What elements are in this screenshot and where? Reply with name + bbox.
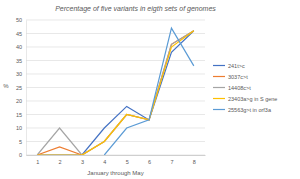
grid-line [26, 33, 205, 34]
x-tick-label: 6 [148, 159, 151, 165]
y-tick-label: 45 [16, 31, 22, 37]
series-line [37, 31, 194, 155]
y-tick: 50 [16, 17, 26, 23]
y-tick: 15 [16, 112, 26, 118]
y-tick-label: 40 [16, 44, 22, 50]
series-line [37, 31, 194, 155]
legend-swatch [213, 98, 225, 99]
legend-label: 3037c>t [228, 74, 248, 80]
legend: 241t>c 3037c>t 14408c>t 23403a>g in S gene 2… [213, 63, 277, 113]
y-tick-label: 20 [16, 98, 22, 104]
series-line [37, 31, 194, 155]
y-tick: 10 [16, 125, 26, 131]
legend-swatch [213, 87, 225, 88]
y-tick: 40 [16, 44, 26, 50]
y-tick-label: 0 [19, 152, 22, 158]
y-tick-label: 15 [16, 112, 22, 118]
grid-line [26, 20, 205, 21]
x-tick-label: 7 [170, 159, 173, 165]
grid-line [26, 60, 205, 61]
legend-swatch [213, 109, 225, 110]
x-tick: 8 [193, 155, 196, 165]
x-tick: 3 [81, 155, 84, 165]
y-tick: 5 [19, 139, 26, 145]
y-tick: 35 [16, 58, 26, 64]
lines [37, 28, 194, 155]
legend-label: 23403a>g in S gene [228, 96, 277, 102]
x-tick: 5 [126, 155, 129, 165]
x-tick-label: 4 [103, 159, 106, 165]
x-tick-label: 5 [126, 159, 129, 165]
y-tick-label: 30 [16, 71, 22, 77]
series-line [104, 28, 194, 155]
y-tick: 45 [16, 31, 26, 37]
x-tick: 4 [103, 155, 106, 165]
series-line [37, 31, 194, 155]
grid-line [26, 101, 205, 102]
x-tick: 7 [170, 155, 173, 165]
grid-line [26, 114, 205, 115]
x-tick-label: 1 [36, 159, 39, 165]
legend-label: 241t>c [228, 63, 245, 69]
grid [26, 20, 205, 155]
title: Percentage of five variants in eigth set… [55, 5, 216, 13]
legend-swatch [213, 76, 225, 77]
chart: 0510152025303540455012345678Percentage o… [0, 0, 300, 179]
y-tick-label: 5 [19, 139, 22, 145]
legend-swatch [213, 65, 225, 66]
y-tick-label: 10 [16, 125, 22, 131]
x-tick: 1 [36, 155, 39, 165]
x-tick-label: 2 [59, 159, 62, 165]
grid-line [26, 74, 205, 75]
x-axis-line [27, 155, 206, 156]
x-axis: 1 2 3 4 5 6 7 8 [27, 155, 206, 165]
y-axis-title: % [3, 83, 9, 89]
y-tick: 25 [16, 85, 26, 91]
y-tick: 0 [19, 152, 26, 158]
y-tick-label: 35 [16, 58, 22, 64]
y-tick-label: 25 [16, 85, 22, 91]
x-tick-label: 3 [81, 159, 84, 165]
y-tick: 30 [16, 71, 26, 77]
x-tick: 2 [59, 155, 62, 165]
y-tick-label: 50 [16, 17, 22, 23]
y-axis-line [26, 21, 27, 156]
plot: 0510152025303540455012345678 [16, 17, 206, 165]
grid-line [26, 87, 205, 88]
legend-label: 25563g>t in orf3a [228, 107, 272, 113]
x-tick-label: 8 [193, 159, 196, 165]
y-axis: 0 5 10 15 20 25 30 35 40 45 50 [16, 17, 27, 158]
x-axis-title: January through May [87, 170, 143, 176]
x-tick: 6 [148, 155, 151, 165]
y-tick: 20 [16, 98, 26, 104]
legend-label: 14408c>t [228, 85, 251, 91]
